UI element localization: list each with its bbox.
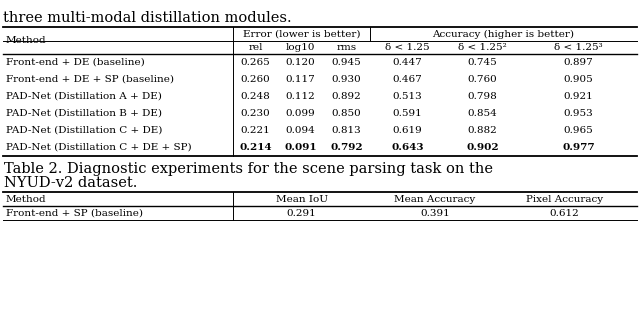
Text: PAD-Net (Distillation C + DE): PAD-Net (Distillation C + DE) (6, 126, 163, 135)
Text: PAD-Net (Distillation A + DE): PAD-Net (Distillation A + DE) (6, 92, 162, 101)
Text: NYUD-v2 dataset.: NYUD-v2 dataset. (4, 176, 138, 190)
Text: 0.391: 0.391 (420, 208, 450, 217)
Text: 0.513: 0.513 (392, 92, 422, 101)
Text: 0.643: 0.643 (391, 143, 424, 152)
Text: 0.892: 0.892 (332, 92, 362, 101)
Text: rel: rel (248, 43, 263, 52)
Text: 0.945: 0.945 (332, 58, 362, 67)
Text: three multi-modal distillation modules.: three multi-modal distillation modules. (3, 11, 292, 25)
Text: Pixel Accuracy: Pixel Accuracy (525, 194, 603, 203)
Text: 0.094: 0.094 (285, 126, 316, 135)
Text: 0.977: 0.977 (562, 143, 595, 152)
Text: 0.260: 0.260 (241, 75, 270, 84)
Text: Table 2. Diagnostic experiments for the scene parsing task on the: Table 2. Diagnostic experiments for the … (4, 162, 493, 176)
Text: 0.882: 0.882 (468, 126, 497, 135)
Text: 0.091: 0.091 (284, 143, 317, 152)
Text: 0.813: 0.813 (332, 126, 362, 135)
Text: δ < 1.25: δ < 1.25 (385, 43, 430, 52)
Text: rms: rms (337, 43, 356, 52)
Text: 0.953: 0.953 (564, 109, 593, 118)
Text: 0.798: 0.798 (468, 92, 497, 101)
Text: 0.854: 0.854 (468, 109, 497, 118)
Text: 0.447: 0.447 (392, 58, 422, 67)
Text: 0.905: 0.905 (564, 75, 593, 84)
Text: 0.221: 0.221 (241, 126, 270, 135)
Text: log10: log10 (285, 43, 316, 52)
Text: 0.930: 0.930 (332, 75, 362, 84)
Text: 0.921: 0.921 (564, 92, 593, 101)
Text: 0.591: 0.591 (392, 109, 422, 118)
Text: 0.612: 0.612 (549, 208, 579, 217)
Text: Mean IoU: Mean IoU (276, 194, 328, 203)
Text: 0.965: 0.965 (564, 126, 593, 135)
Text: Front-end + DE + SP (baseline): Front-end + DE + SP (baseline) (6, 75, 174, 84)
Text: Mean Accuracy: Mean Accuracy (394, 194, 476, 203)
Text: δ < 1.25²: δ < 1.25² (458, 43, 507, 52)
Text: 0.248: 0.248 (241, 92, 270, 101)
Text: Method: Method (6, 36, 47, 45)
Text: 0.265: 0.265 (241, 58, 270, 67)
Text: Error (lower is better): Error (lower is better) (243, 30, 360, 39)
Text: Front-end + DE (baseline): Front-end + DE (baseline) (6, 58, 145, 67)
Text: 0.112: 0.112 (285, 92, 316, 101)
Text: 0.099: 0.099 (285, 109, 316, 118)
Text: 0.760: 0.760 (468, 75, 497, 84)
Text: 0.897: 0.897 (564, 58, 593, 67)
Text: PAD-Net (Distillation B + DE): PAD-Net (Distillation B + DE) (6, 109, 162, 118)
Text: 0.619: 0.619 (392, 126, 422, 135)
Text: 0.291: 0.291 (287, 208, 317, 217)
Text: Method: Method (6, 194, 47, 203)
Text: 0.850: 0.850 (332, 109, 362, 118)
Text: PAD-Net (Distillation C + DE + SP): PAD-Net (Distillation C + DE + SP) (6, 143, 191, 152)
Text: δ < 1.25³: δ < 1.25³ (554, 43, 603, 52)
Text: Front-end + SP (baseline): Front-end + SP (baseline) (6, 208, 143, 217)
Text: 0.214: 0.214 (239, 143, 272, 152)
Text: 0.230: 0.230 (241, 109, 270, 118)
Text: 0.792: 0.792 (330, 143, 363, 152)
Text: 0.117: 0.117 (285, 75, 316, 84)
Text: 0.120: 0.120 (285, 58, 316, 67)
Text: Accuracy (higher is better): Accuracy (higher is better) (433, 30, 575, 39)
Text: 0.902: 0.902 (466, 143, 499, 152)
Text: 0.745: 0.745 (468, 58, 497, 67)
Text: 0.467: 0.467 (392, 75, 422, 84)
